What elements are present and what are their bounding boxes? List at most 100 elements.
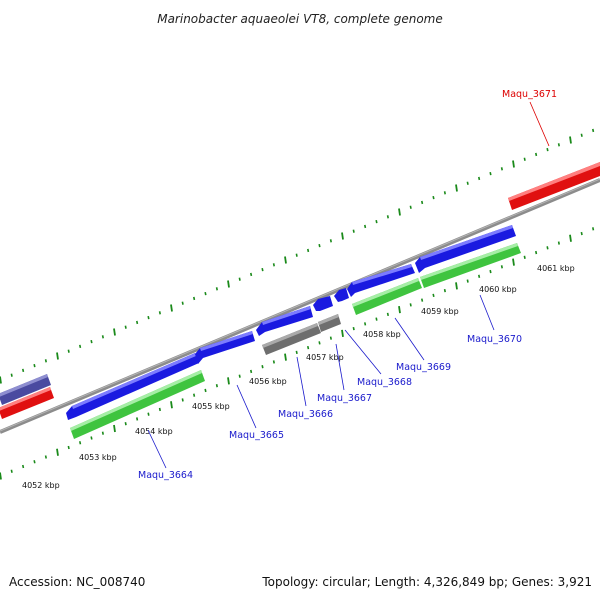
inner-scale-minor-tick	[22, 464, 25, 469]
outer-scale-major-tick	[398, 208, 401, 216]
inner-scale-major-tick	[512, 258, 515, 266]
outer-scale-minor-tick	[181, 301, 184, 305]
gene-maqu-3665-arrow[interactable]	[195, 331, 255, 364]
inner-scale-minor-tick	[44, 455, 47, 459]
gene-label-maqu-3670[interactable]: Maqu_3670	[467, 334, 522, 345]
inner-scale-minor-tick	[90, 436, 93, 440]
inner-scale-major-tick	[56, 448, 59, 456]
gene-maqu-3668-arrow[interactable]	[334, 288, 349, 302]
outer-scale-minor-tick	[489, 171, 492, 176]
gene-label-maqu-3666[interactable]: Maqu_3666	[278, 409, 333, 420]
outer-scale-major-tick	[227, 280, 230, 288]
gene-green-3669[interactable]	[352, 278, 422, 315]
outer-scale-minor-tick	[535, 152, 538, 157]
inner-scale-minor-tick	[307, 345, 310, 350]
outer-scale-minor-tick	[238, 277, 241, 281]
outer-scale-minor-tick	[147, 315, 150, 320]
inner-scale-minor-tick	[592, 227, 595, 231]
gene-maqu-3664-arrow[interactable]	[66, 353, 199, 420]
inner-scale-major-tick	[0, 472, 2, 480]
gene-partial-slate[interactable]	[0, 374, 51, 405]
gene-maqu-3671-arrow[interactable]	[508, 162, 600, 210]
inner-scale-minor-tick	[147, 412, 150, 416]
outer-scale-minor-tick	[250, 272, 253, 277]
inner-scale-minor-tick	[124, 422, 127, 426]
scale-label-4059: 4059 kbp	[421, 307, 459, 316]
inner-scale-minor-tick	[523, 255, 526, 259]
outer-scale-minor-tick	[44, 359, 47, 363]
inner-scale-minor-tick	[238, 374, 241, 378]
gene-partial-red[interactable]	[0, 387, 54, 419]
inner-scale-major-tick	[569, 234, 572, 242]
scale-label-4055: 4055 kbp	[192, 402, 230, 411]
inner-scale-minor-tick	[329, 336, 332, 340]
outer-scale-minor-tick	[272, 263, 275, 267]
outer-scale-minor-tick	[261, 267, 264, 272]
inner-scale-minor-tick	[204, 388, 207, 393]
outer-scale-minor-tick	[295, 253, 298, 257]
outer-scale-minor-tick	[204, 291, 207, 296]
gene-maqu-3667-arrow[interactable]	[313, 296, 333, 311]
outer-scale-minor-tick	[364, 224, 367, 229]
inner-scale-minor-tick	[272, 360, 275, 364]
outer-scale-minor-tick	[136, 320, 139, 325]
scale-ticks-outer	[0, 128, 595, 384]
gene-green-3664[interactable]	[70, 370, 205, 439]
gene-green-3670[interactable]	[420, 243, 521, 288]
outer-scale-major-tick	[113, 328, 116, 336]
gene-label-maqu-3668[interactable]: Maqu_3668	[357, 377, 412, 388]
inner-scale-minor-tick	[79, 441, 82, 445]
scale-label-4052: 4052 kbp	[22, 481, 60, 490]
inner-scale-minor-tick	[580, 231, 583, 236]
inner-scale-minor-tick	[432, 293, 435, 298]
gene-label-maqu-3669[interactable]: Maqu_3669	[396, 362, 451, 373]
outer-scale-major-tick	[455, 184, 458, 192]
gene-maqu-3666-arrow[interactable]	[256, 306, 313, 336]
outer-scale-minor-tick	[580, 133, 583, 137]
outer-scale-minor-tick	[124, 325, 127, 329]
inner-scale-minor-tick	[101, 431, 104, 435]
gene-label-leaders	[147, 101, 550, 469]
outer-scale-minor-tick	[215, 287, 218, 291]
gene-label-maqu-3664[interactable]: Maqu_3664	[138, 470, 193, 481]
outer-scale-major-tick	[569, 136, 572, 144]
inner-scale-major-tick	[341, 329, 344, 338]
outer-scale-minor-tick	[546, 147, 549, 152]
inner-scale-major-tick	[170, 401, 173, 409]
outer-scale-minor-tick	[421, 200, 424, 205]
inner-scale-minor-tick	[386, 312, 389, 317]
outer-scale-major-tick	[0, 376, 2, 384]
outer-scale-major-tick	[56, 352, 59, 360]
gene-grey-2[interactable]	[318, 314, 341, 332]
inner-scale-minor-tick	[500, 265, 503, 269]
gene-label-maqu-3671[interactable]: Maqu_3671	[502, 89, 557, 100]
inner-scale-minor-tick	[535, 250, 538, 255]
gene-label-maqu-3665[interactable]: Maqu_3665	[229, 430, 284, 441]
outer-scale-minor-tick	[409, 205, 412, 209]
inner-scale-minor-tick	[181, 398, 184, 402]
outer-scale-minor-tick	[592, 128, 595, 133]
inner-scale-major-tick	[284, 353, 287, 361]
inner-scale-minor-tick	[215, 384, 218, 388]
gene-grey-1[interactable]	[262, 323, 321, 355]
outer-scale-minor-tick	[432, 195, 435, 200]
scale-label-4060: 4060 kbp	[479, 285, 517, 294]
inner-scale-minor-tick	[10, 469, 13, 473]
gene-maqu-3670-arrow[interactable]	[415, 225, 516, 273]
outer-scale-minor-tick	[557, 143, 560, 147]
outer-scale-minor-tick	[329, 239, 332, 243]
outer-scale-major-tick	[512, 160, 515, 168]
inner-scale-major-tick	[227, 377, 230, 385]
inner-scale-minor-tick	[33, 460, 36, 464]
outer-scale-minor-tick	[318, 243, 321, 248]
outer-scale-minor-tick	[33, 363, 36, 368]
inner-scale-minor-tick	[136, 417, 139, 421]
gene-label-maqu-3667[interactable]: Maqu_3667	[317, 393, 372, 404]
inner-scale-minor-tick	[466, 279, 469, 283]
inner-scale-minor-tick	[250, 369, 253, 374]
inner-scale-major-tick	[113, 424, 116, 433]
outer-scale-minor-tick	[79, 344, 82, 349]
gene-maqu-3669-arrow[interactable]	[347, 264, 415, 297]
accession-text: Accession: NC_008740	[9, 575, 145, 589]
